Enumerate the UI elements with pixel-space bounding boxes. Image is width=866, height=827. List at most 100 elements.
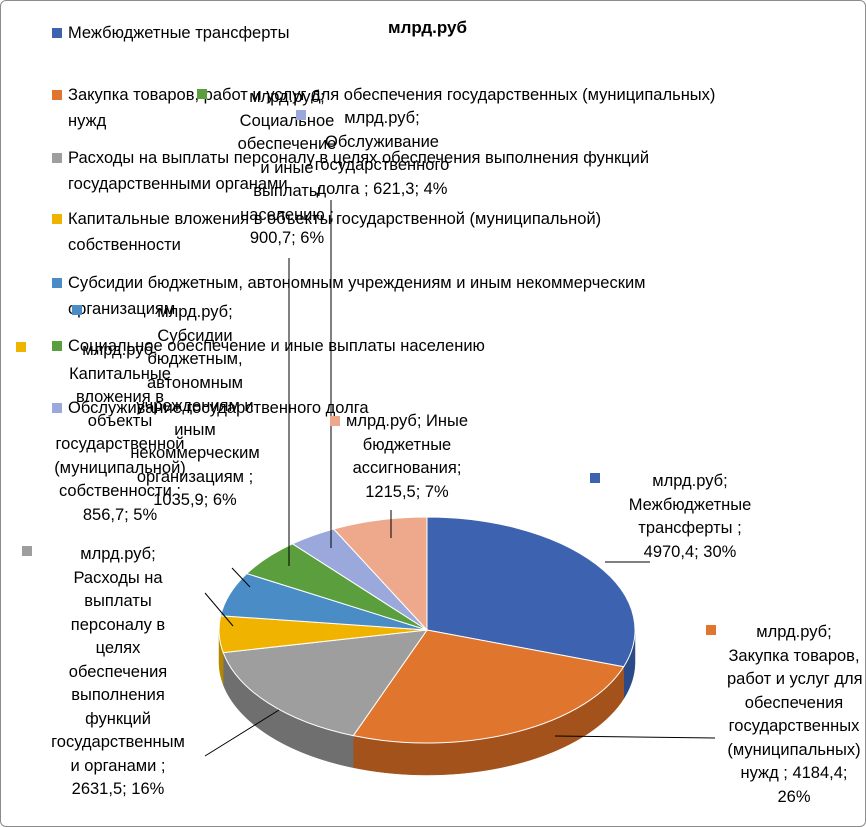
chart-title: млрд.руб — [388, 18, 467, 37]
data-label-line: млрд.руб; — [157, 303, 233, 321]
legend-label-2: Расходы на выплаты персоналу в целях обе… — [68, 145, 808, 197]
data-label-line: организациям ; — [136, 467, 254, 486]
data-label-line: выполнения — [71, 686, 165, 704]
data-label-line: персоналу в — [70, 615, 166, 634]
data-label-line: трансферты ; — [638, 519, 742, 537]
data-label-line: целях — [95, 639, 141, 657]
data-label-swatch-1 — [706, 625, 716, 635]
data-label-line: учреждениям и — [136, 397, 254, 415]
data-label-line: автономным — [146, 373, 244, 392]
data-label-line: и органами ; — [70, 756, 166, 775]
leader-line-4 — [231, 567, 251, 588]
data-label-line: Субсидии — [157, 326, 233, 345]
data-label-swatch-4 — [72, 305, 82, 315]
data-label-line: вложения в — [75, 388, 165, 406]
legend-label-line: Социальное обеспечение и иные выплаты на… — [68, 337, 485, 355]
data-label-line: млрд.руб; — [756, 623, 832, 641]
legend-label-line: Обслуживание государственного долга — [68, 399, 369, 417]
data-label-3: млрд.руб; Капитальные вложения в объекты гос… — [30, 339, 210, 527]
data-label-line: обеспечения — [744, 693, 844, 712]
data-label-swatch-6 — [296, 110, 306, 120]
data-label-line: 900,7; 6% — [249, 229, 325, 247]
data-label-line: обеспечения — [68, 662, 168, 681]
legend-swatch-2 — [52, 153, 62, 163]
data-label-line: выплаты — [253, 182, 321, 200]
data-label-line: млрд.руб; — [82, 341, 158, 359]
data-label-2: млрд.руб; Расходы на выплаты персоналу в цел… — [38, 543, 198, 802]
legend-label-4: Субсидии бюджетным, автономным учреждени… — [68, 270, 808, 322]
leader-line-1 — [554, 735, 716, 739]
data-label-swatch-3 — [16, 342, 26, 352]
legend-label-line: организациям — [68, 300, 176, 318]
data-label-line: 26% — [777, 787, 811, 806]
data-label-5: млрд.руб; Социальное обеспечение и иные выпл… — [212, 86, 362, 251]
data-label-line: государственным — [51, 733, 185, 751]
data-label-line: государственного — [314, 156, 450, 174]
data-label-line: Расходы на — [73, 568, 163, 587]
data-label-line: Обслуживание — [325, 132, 439, 151]
data-label-line: выплаты — [84, 592, 152, 610]
data-label-line: населению ; — [240, 205, 334, 224]
data-label-line: объекты — [87, 411, 153, 430]
data-label-line: и иные — [260, 158, 314, 177]
data-label-line: государственной — [55, 435, 185, 453]
data-label-line: 2631,5; 16% — [71, 780, 165, 798]
data-label-line: млрд.руб; Иные — [345, 412, 469, 430]
data-label-swatch-5 — [197, 89, 207, 99]
legend-label-0: Межбюджетные трансферты — [68, 20, 808, 46]
data-label-4: млрд.руб; Субсидии бюджетным, автономным учр… — [120, 301, 270, 513]
data-label-swatch-2 — [22, 546, 32, 556]
legend-label-line: государственными органами — [68, 175, 288, 193]
pie-slice-1 — [352, 629, 625, 744]
legend-label-line: Расходы на выплаты персоналу в целях обе… — [68, 149, 650, 167]
legend-label-line: Закупка товаров, работ и услуг для обесп… — [68, 86, 716, 104]
legend-label-6: Обслуживание государственного долга — [68, 395, 808, 421]
data-label-swatch-0 — [590, 473, 600, 483]
data-label-line: 4970,4; 30% — [643, 542, 737, 561]
legend-swatch-1 — [52, 90, 62, 100]
data-label-line: Закупка товаров, — [728, 646, 860, 665]
legend-swatch-0 — [52, 28, 62, 38]
legend-label-3: Капитальные вложения в объекты государст… — [68, 206, 808, 258]
legend-swatch-4 — [52, 278, 62, 288]
legend-swatch-3 — [52, 214, 62, 224]
data-label-line: 856,7; 5% — [82, 505, 158, 524]
data-label-line: нужд ; 4184,4; — [740, 764, 848, 782]
data-label-line: государственных — [728, 717, 860, 735]
data-label-7: млрд.руб; Иные бюджетные ассигнования; 1215… — [332, 410, 482, 504]
legend-label-line: Капитальные вложения в объекты государст… — [68, 210, 602, 228]
legend-label-line: нужд — [68, 112, 107, 130]
data-label-line: млрд.руб; — [344, 109, 420, 127]
data-label-line: функций — [85, 709, 151, 728]
data-label-line: 1035,9; 6% — [153, 491, 237, 509]
pie-slice-2 — [222, 629, 429, 737]
data-label-line: некоммерческим — [130, 444, 260, 462]
data-label-swatch-7 — [330, 416, 340, 426]
data-label-line: ассигнования; — [352, 459, 462, 477]
legend-label-5: Социальное обеспечение и иные выплаты на… — [68, 333, 808, 359]
legend-swatch-5 — [52, 341, 62, 351]
data-label-line: работ и услуг для — [727, 670, 863, 688]
data-label-6: млрд.руб; Обслуживание государственного дол… — [307, 107, 457, 201]
data-label-line: Межбюджетные — [628, 495, 752, 514]
data-label-line: Капитальные — [69, 364, 171, 383]
pie-slice-0 — [426, 516, 636, 668]
data-label-line: (муниципальных) — [727, 740, 861, 759]
data-label-line: бюджетные — [362, 435, 452, 454]
data-label-line: собственности ; — [58, 482, 182, 500]
leader-line-2 — [204, 709, 280, 757]
legend-swatch-6 — [52, 403, 62, 413]
data-label-line: Социальное — [239, 111, 335, 130]
data-label-line: долга ; 621,3; 4% — [316, 179, 448, 198]
data-label-line: обеспечение — [237, 135, 337, 153]
data-label-line: (муниципальной) — [54, 458, 186, 477]
legend-label-line: Межбюджетные трансферты — [68, 24, 290, 42]
leader-line-3 — [204, 592, 234, 627]
data-label-line: млрд.руб; — [652, 472, 728, 490]
data-label-0: млрд.руб; Межбюджетные трансферты ; 4970,4;… — [600, 470, 780, 564]
legend-label-line: Субсидии бюджетным, автономным учреждени… — [68, 274, 646, 292]
data-label-line: бюджетным, — [147, 350, 243, 368]
legend-label-1: Закупка товаров, работ и услуг для обесп… — [68, 82, 808, 134]
data-label-line: иным — [174, 420, 216, 439]
